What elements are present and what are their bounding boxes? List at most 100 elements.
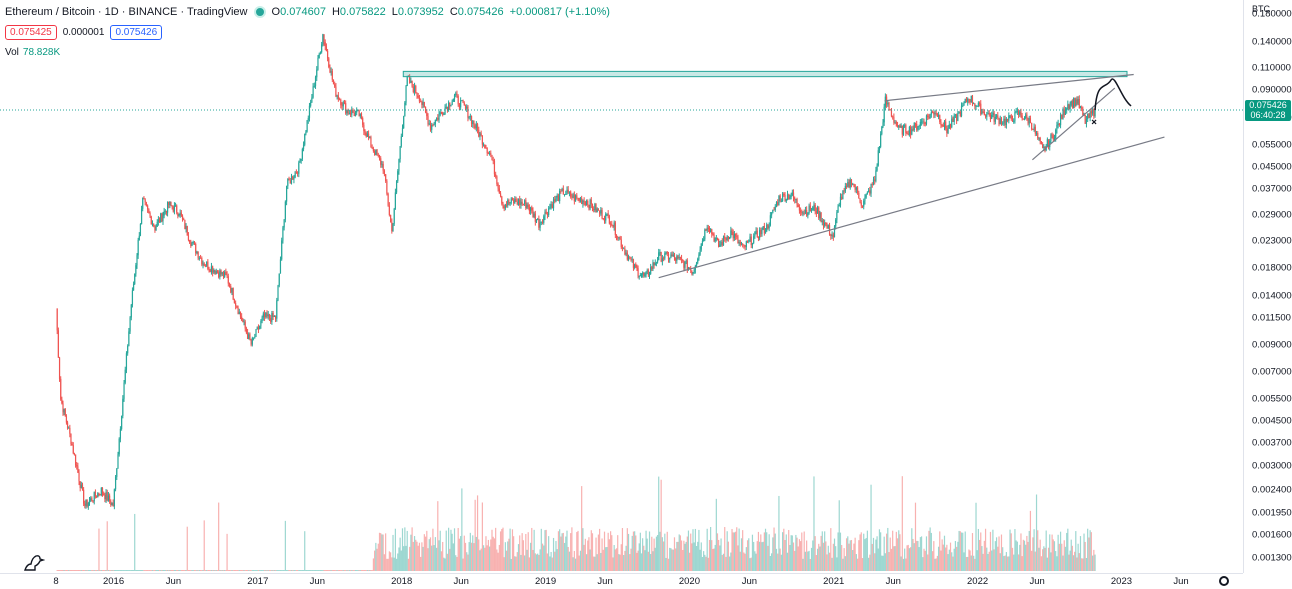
candle-body (366, 133, 369, 137)
candle-body (937, 115, 940, 117)
candle-body (462, 100, 464, 104)
candle-body (585, 201, 588, 206)
price-tick-label: 0.005500 (1252, 393, 1292, 405)
volume-bar (233, 570, 236, 571)
volume-bar (803, 531, 805, 571)
candle-body (387, 193, 389, 206)
buy-price-button[interactable]: 0.075426 (110, 25, 163, 40)
chart-area[interactable]: Ethereum / Bitcoin · 1D · BINANCE · Trad… (0, 0, 1243, 573)
volume-bar (669, 547, 671, 571)
volume-bar (1015, 540, 1017, 571)
candle-body (490, 153, 492, 156)
volume-bar (1084, 541, 1086, 571)
candle-body (1084, 115, 1086, 124)
currency-selector[interactable]: BTC (1252, 4, 1270, 14)
candle-body (599, 210, 601, 214)
volume-bar (679, 535, 681, 571)
candle-body (136, 255, 138, 266)
volume-bar (767, 545, 769, 571)
volume-bar (72, 570, 74, 571)
volume-bar (808, 550, 810, 571)
volume-bar (546, 553, 549, 571)
volume-bar (743, 552, 745, 571)
resistance-zone[interactable] (402, 70, 1128, 78)
volume-bar (60, 570, 62, 571)
candle-body (971, 95, 974, 104)
candle-body (682, 259, 684, 262)
sell-price-button[interactable]: 0.075425 (5, 25, 57, 40)
candle-body (595, 204, 597, 213)
volume-bar (300, 570, 302, 571)
candle-body (398, 159, 400, 172)
candle-body (960, 105, 963, 116)
volume-label[interactable]: Vol (5, 47, 19, 58)
volume-bar (262, 570, 264, 571)
trendline[interactable] (658, 136, 1165, 279)
candle-body (432, 124, 434, 126)
price-chart[interactable] (0, 0, 1243, 573)
candle-body (203, 263, 205, 266)
volume-bar (894, 546, 896, 571)
volume-bar (427, 548, 429, 571)
candle-body (74, 454, 77, 466)
volume-bar (930, 532, 932, 571)
volume-bar (100, 570, 102, 571)
candle-body (392, 223, 394, 232)
volume-bar (699, 549, 701, 571)
candle-body (1057, 123, 1059, 126)
volume-bars (56, 476, 1096, 571)
volume-bar (274, 570, 277, 571)
candle-body (727, 236, 729, 240)
candle-body (401, 128, 404, 137)
volume-bar (191, 570, 193, 571)
volume-bar (221, 570, 223, 571)
volume-bar (1040, 556, 1043, 571)
volume-bar (533, 529, 535, 571)
volume-bar (1081, 558, 1083, 571)
candle-body (504, 204, 506, 209)
volume-bar (295, 570, 297, 571)
volume-bar (860, 532, 862, 571)
volume-bar (1034, 551, 1036, 571)
volume-bar (525, 533, 527, 571)
candle-body (499, 193, 502, 197)
volume-bar (507, 541, 509, 571)
candle-body (587, 201, 589, 205)
price-axis[interactable]: BTC 0.1800000.1400000.1100000.0900000.07… (1243, 0, 1292, 573)
volume-bar (753, 541, 755, 571)
volume-bar (766, 532, 768, 571)
candle-body (1027, 117, 1029, 124)
candle-body (924, 122, 926, 124)
time-axis[interactable]: 8 2016 Jun 2017 Jun 2018 Jun 2019 Jun 2020 Jun 2021… (0, 573, 1243, 589)
candle-body (397, 171, 399, 182)
candle-body (771, 212, 773, 216)
volume-bar (456, 556, 458, 571)
candle-body (334, 84, 336, 87)
volume-bar (255, 570, 257, 571)
volume-bar (729, 556, 731, 571)
candle-body (222, 272, 225, 277)
candle-body (934, 113, 936, 115)
volume-bar (589, 549, 591, 571)
volume-bar (703, 551, 705, 571)
trendline[interactable] (884, 73, 1134, 102)
trendline[interactable] (1031, 87, 1116, 161)
symbol-title[interactable]: Ethereum / Bitcoin · 1D · BINANCE · Trad… (5, 6, 248, 18)
volume-bar (319, 570, 322, 571)
volume-bar (417, 545, 419, 571)
volume-bar (172, 570, 174, 571)
tradingview-logo-icon[interactable] (23, 552, 45, 572)
volume-bar (724, 527, 726, 571)
volume-bar (977, 528, 979, 571)
candle-body (527, 204, 529, 208)
volume-bar (824, 531, 826, 571)
volume-bar (715, 498, 717, 571)
volume-bar (121, 570, 123, 571)
settings-gear-icon[interactable] (1219, 576, 1229, 586)
volume-bar (163, 570, 165, 571)
candle-body (665, 251, 667, 254)
projection-curve[interactable] (1094, 78, 1132, 111)
volume-bar (457, 527, 459, 571)
candle-body (318, 54, 320, 58)
volume-bar (749, 558, 751, 571)
